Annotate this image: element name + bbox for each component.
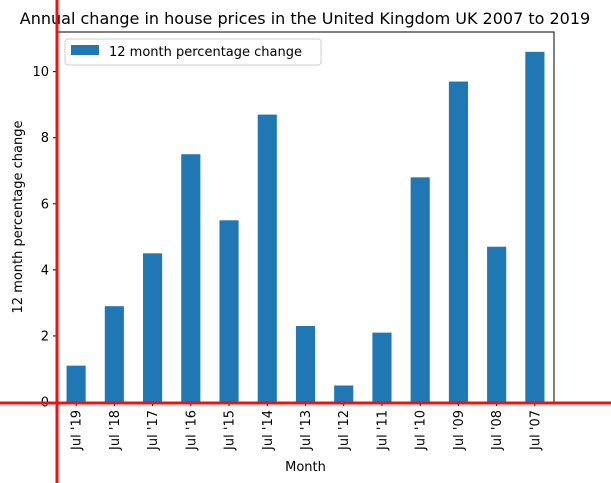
bar bbox=[525, 51, 545, 402]
legend-box bbox=[64, 38, 322, 66]
x-axis-title: Month bbox=[285, 460, 326, 475]
y-tick-label: 8 bbox=[41, 131, 49, 146]
x-tick-label: Jul '12 bbox=[337, 410, 352, 451]
x-tick-label: Jul '13 bbox=[299, 410, 314, 451]
x-tick-label: Jul '08 bbox=[490, 410, 505, 451]
bar bbox=[295, 326, 316, 402]
bar bbox=[104, 306, 124, 402]
legend-swatch bbox=[71, 45, 99, 55]
bar bbox=[66, 365, 86, 402]
y-tick-label: 6 bbox=[41, 197, 49, 212]
x-tick-label: Jul '07 bbox=[528, 410, 543, 451]
y-tick-label: 4 bbox=[41, 263, 49, 278]
legend-label: 12 month percentage change bbox=[109, 45, 302, 60]
y-axis-title: 12 month percentage change bbox=[11, 121, 26, 314]
x-tick-label: Jul '16 bbox=[184, 410, 199, 451]
bar bbox=[372, 332, 392, 403]
x-tick-label: Jul '14 bbox=[261, 410, 276, 451]
y-tick-label: 2 bbox=[41, 329, 49, 344]
x-tick-label: Jul '17 bbox=[146, 410, 161, 451]
bar bbox=[487, 246, 507, 402]
x-tick-label: Jul '09 bbox=[452, 410, 467, 451]
chart-title: Annual change in house prices in the Uni… bbox=[20, 9, 590, 28]
bar bbox=[219, 220, 239, 402]
bar bbox=[334, 385, 354, 402]
bar bbox=[257, 114, 277, 402]
x-tick-label: Jul '10 bbox=[414, 410, 429, 451]
x-tick-label: Jul '18 bbox=[108, 410, 123, 451]
legend: 12 month percentage change bbox=[64, 38, 322, 66]
x-tick-label: Jul '19 bbox=[70, 410, 85, 451]
bar bbox=[143, 253, 163, 402]
x-tick-label: Jul '11 bbox=[375, 410, 390, 451]
y-tick-label: 10 bbox=[32, 65, 49, 80]
bar bbox=[410, 177, 430, 402]
bar bbox=[181, 154, 201, 402]
bar bbox=[448, 81, 468, 403]
x-tick-label: Jul '15 bbox=[223, 410, 238, 451]
